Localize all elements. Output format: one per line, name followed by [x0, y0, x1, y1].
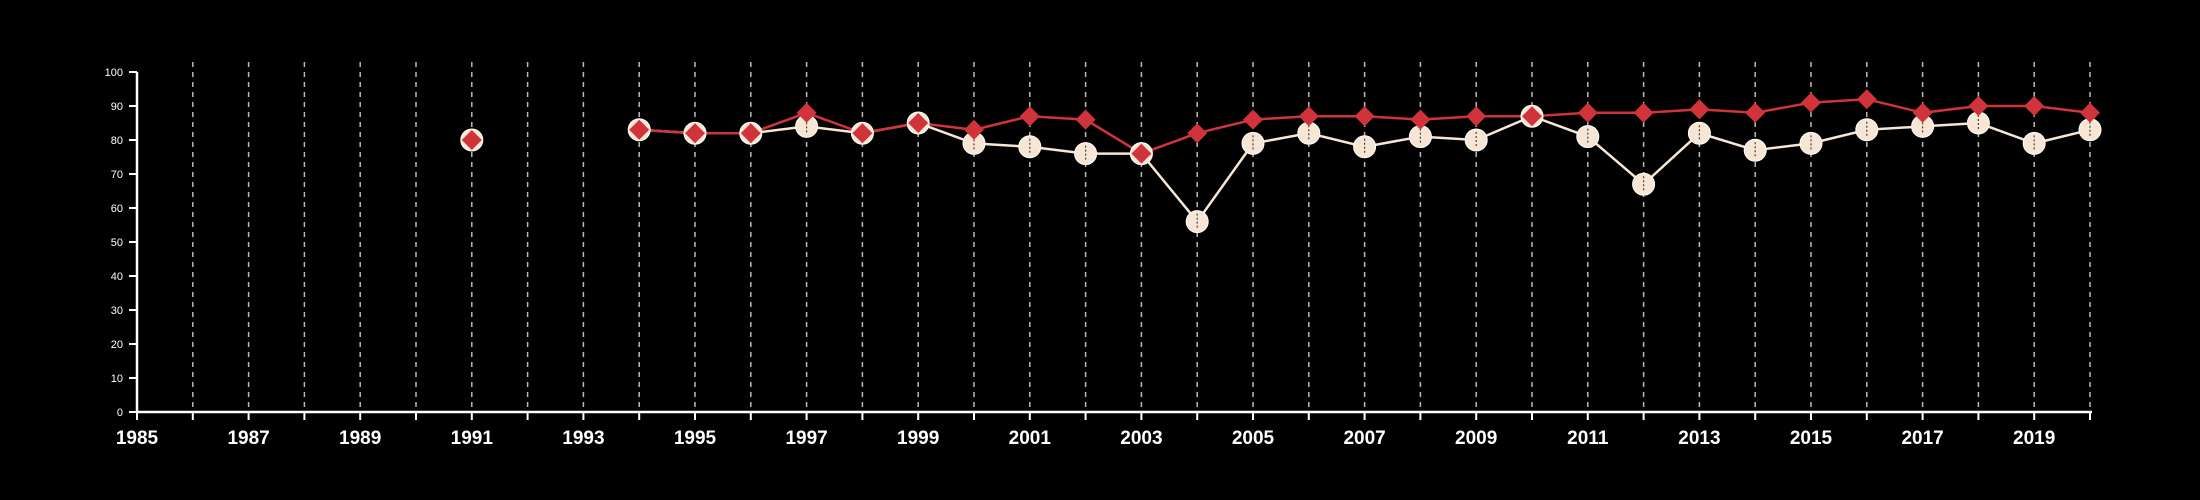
x-tick-label: 1987	[227, 428, 269, 449]
red-point	[629, 119, 650, 140]
y-tick-label: 50	[111, 237, 123, 249]
x-tick-label: 2009	[1455, 428, 1497, 449]
x-tick-label: 2003	[1120, 428, 1162, 449]
x-tick-label: 2017	[1901, 428, 1943, 449]
red-point	[1801, 92, 1821, 113]
x-tick-label: 2011	[1567, 428, 1609, 449]
x-tick-label: 1997	[785, 428, 827, 449]
x-tick-label: 2019	[2013, 428, 2055, 449]
y-tick-label: 100	[105, 67, 123, 79]
y-tick-label: 10	[111, 373, 123, 385]
y-tick-label: 0	[117, 407, 123, 419]
x-tick-label: 1989	[339, 428, 381, 449]
red-point	[1633, 102, 1654, 123]
y-axis-ticks: 0 10 20 30 40 50 60 70 80 90 100	[105, 67, 137, 419]
x-tick-label: 1993	[562, 428, 604, 449]
red-point	[1075, 109, 1096, 130]
red-point	[2024, 96, 2045, 116]
red-point	[1243, 109, 1263, 130]
y-tick-label: 80	[111, 135, 123, 147]
y-tick-label: 60	[111, 203, 123, 215]
x-tick-label: 2015	[1790, 428, 1833, 449]
red-point	[1410, 109, 1431, 130]
x-tick-label: 2013	[1678, 428, 1720, 449]
y-tick-label: 40	[111, 271, 123, 283]
x-tick-label: 1995	[674, 428, 717, 449]
red-point	[964, 119, 984, 140]
red-point	[1745, 102, 1766, 123]
y-tick-label: 30	[111, 305, 123, 317]
x-tick-label: 2007	[1343, 428, 1385, 449]
red-point	[1856, 89, 1877, 110]
x-tick-label: 1999	[897, 428, 939, 449]
x-tick-label: 1991	[451, 428, 494, 449]
x-axis-ticks: 1985 1987 1989 1991 1993 1995 1997 1999 2001 2003…	[116, 412, 2091, 449]
red-point	[1689, 99, 1710, 120]
red-point	[852, 123, 873, 144]
red-point	[685, 123, 705, 144]
series-layer	[460, 89, 2102, 234]
red-point	[461, 130, 482, 150]
y-tick-label: 90	[111, 101, 123, 113]
x-tick-label: 2005	[1232, 428, 1275, 449]
red-point	[1968, 96, 1989, 116]
red-point	[1577, 102, 1598, 123]
red-point	[1466, 106, 1487, 127]
red-point	[1912, 102, 1933, 123]
x-tick-label: 1985	[116, 428, 159, 449]
y-tick-label: 20	[111, 339, 123, 351]
red-point	[908, 113, 929, 133]
red-point	[1354, 106, 1375, 127]
red-point	[2080, 102, 2100, 123]
y-tick-label: 70	[111, 169, 123, 181]
axes	[135, 72, 2092, 414]
red-point	[1522, 106, 1542, 127]
red-point	[740, 123, 761, 144]
grid-lines	[192, 62, 2091, 412]
red-point	[1187, 123, 1208, 144]
x-tick-label: 2001	[1009, 428, 1052, 449]
red-point	[1298, 106, 1319, 127]
red-point	[1131, 143, 1152, 164]
red-point	[1019, 106, 1040, 127]
red-point	[796, 102, 817, 123]
